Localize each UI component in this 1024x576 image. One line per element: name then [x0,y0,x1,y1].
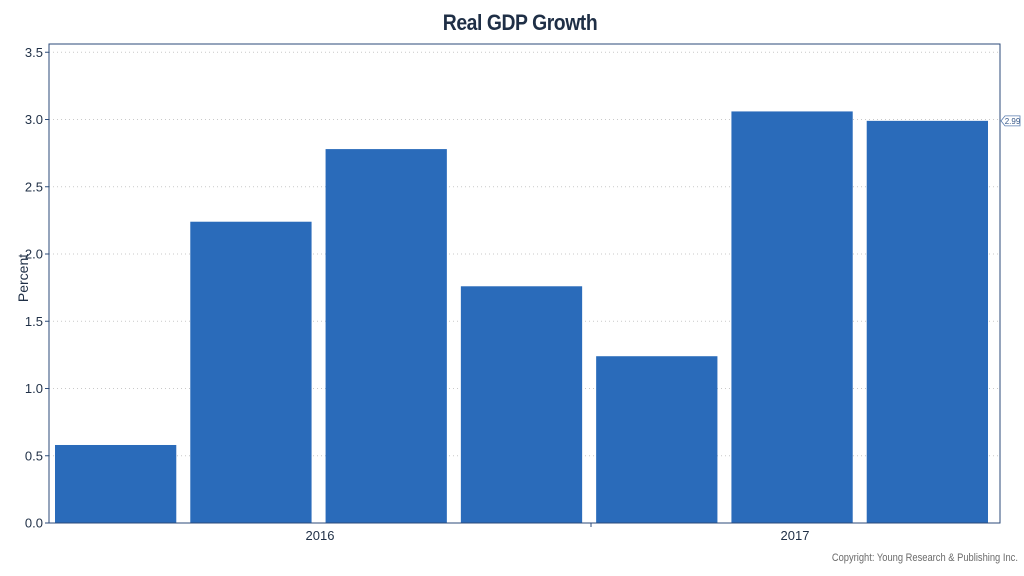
last-value-label: 2.99 [1005,117,1021,126]
bar [596,356,718,523]
y-tick-label: 1.0 [25,381,43,396]
bar [55,444,177,523]
y-tick-label: 1.5 [25,314,43,329]
x-tick-label: 2017 [781,528,810,543]
bar [866,120,988,523]
bar [325,149,447,523]
plot-frame [48,43,1001,524]
last-value-flag: 2.99 [1000,115,1021,127]
y-tick-label: 0.5 [25,448,43,463]
y-tick-label: 3.0 [25,112,43,127]
x-tick-label: 2016 [306,528,335,543]
y-tick-label: 3.5 [25,45,43,60]
chart-title: Real GDP Growth [442,10,598,35]
bar [190,221,312,523]
bars [55,111,988,524]
y-tick-label: 0.0 [25,516,43,531]
x-axis-ticks: 2016 2017 [306,523,810,543]
y-tick-label: 2.0 [25,247,43,262]
flag-shape [1000,115,1021,127]
copyright-text: Copyright: Young Research & Publishing I… [831,552,1018,564]
y-axis-ticks: 0.0 0.5 1.0 1.5 2.0 2.5 3.0 3.5 [25,45,49,531]
y-tick-label: 2.5 [25,179,43,194]
bar [460,286,583,523]
bar [731,111,853,524]
